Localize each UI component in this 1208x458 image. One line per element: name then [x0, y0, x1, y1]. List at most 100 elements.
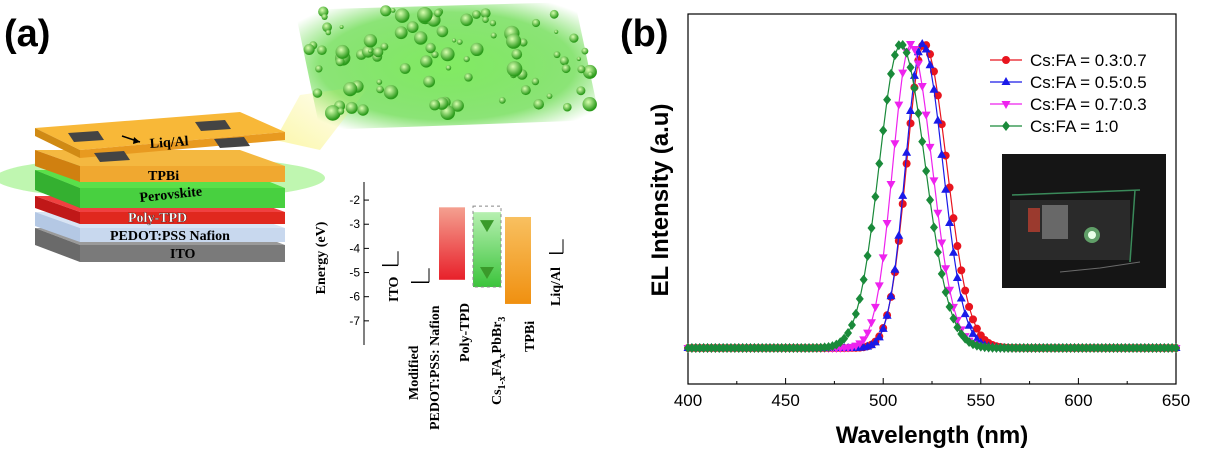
- crystal-particle: [380, 42, 389, 51]
- legend-label: Cs:FA = 0.5:0.5: [1030, 73, 1147, 92]
- x-tick-label: 650: [1162, 391, 1190, 410]
- el-spectrum-chart: 400 450 500 550 600 650 Wavelength (nm) EL In…: [647, 13, 1190, 449]
- legend-label: Cs:FA = 0.7:0.3: [1030, 95, 1147, 114]
- data-point: [1002, 121, 1010, 131]
- crystal-particle: [406, 21, 419, 33]
- data-point: [1001, 101, 1011, 109]
- data-point: [1002, 56, 1010, 64]
- crystal-particle: [335, 57, 345, 67]
- data-point: [898, 69, 908, 78]
- data-point: [840, 333, 849, 344]
- crystal-particle: [380, 5, 392, 17]
- crystal-particle: [456, 39, 463, 45]
- energy-band-outline: [472, 205, 502, 288]
- data-point: [929, 177, 939, 186]
- crystal-particle: [414, 31, 428, 45]
- data-point: [855, 340, 865, 349]
- data-point: [847, 320, 856, 331]
- crystal-particle: [519, 38, 528, 47]
- energy-tick-label: -4: [349, 241, 360, 255]
- data-point: [902, 159, 911, 168]
- crystal-particle: [373, 47, 384, 58]
- layer-label-ito: ITO: [170, 247, 196, 262]
- crystal-particle: [506, 61, 523, 77]
- data-point: [933, 91, 942, 100]
- crystal-particle: [383, 85, 399, 100]
- layer-label-tpbi: TPBi: [148, 169, 179, 184]
- data-point: [906, 106, 916, 115]
- data-point: [929, 67, 938, 76]
- panel-a-label: (a): [4, 13, 50, 55]
- crystal-particle: [470, 42, 484, 57]
- energy-axis-label: Energy (eV): [314, 221, 329, 294]
- data-point: [902, 47, 911, 58]
- crystal-particle: [317, 45, 327, 55]
- data-point: [925, 143, 935, 152]
- data-point: [968, 328, 978, 337]
- crystal-particle: [577, 65, 586, 74]
- crystal-particle: [561, 64, 571, 74]
- crystal-particle: [549, 9, 559, 19]
- crystal-particle: [480, 8, 491, 19]
- data-point: [863, 250, 872, 261]
- energy-band-bar: [439, 207, 465, 280]
- crystal-particle: [546, 93, 553, 99]
- data-point: [887, 68, 896, 79]
- electrode-pad: [195, 120, 231, 131]
- perovskite-crystal-render: [275, 2, 600, 150]
- crystal-particle: [343, 82, 358, 97]
- data-point: [968, 315, 977, 324]
- data-point: [879, 125, 888, 136]
- data-point: [906, 41, 916, 49]
- crystal-particle: [482, 16, 489, 24]
- data-point: [902, 147, 912, 156]
- data-point: [933, 209, 943, 218]
- crystal-particle: [368, 48, 373, 54]
- crystal-particle: [460, 13, 473, 27]
- data-point: [960, 309, 970, 318]
- crystal-particle: [321, 13, 328, 20]
- data-point: [913, 60, 923, 69]
- energy-tick-label: -2: [349, 193, 360, 207]
- data-point: [956, 293, 966, 302]
- data-point: [917, 39, 927, 47]
- crystal-particle: [399, 63, 411, 74]
- energy-band-bar: [505, 216, 531, 304]
- data-point: [961, 286, 970, 295]
- data-point: [866, 340, 876, 349]
- crystal-particle: [362, 45, 375, 58]
- crystal-particle: [345, 101, 358, 114]
- crystal-particle: [420, 55, 433, 68]
- data-point: [941, 184, 951, 193]
- energy-label-csfapbbr: Cs1-xFAxPbBr3: [490, 317, 508, 405]
- data-point: [859, 336, 869, 345]
- data-point: [953, 242, 962, 251]
- x-tick-label: 600: [1064, 391, 1092, 410]
- crystal-particle: [531, 18, 541, 28]
- crystal-particle: [394, 8, 410, 23]
- data-point: [941, 287, 950, 298]
- energy-label-tpbi: TPBi: [523, 321, 538, 352]
- data-point: [886, 181, 896, 190]
- energy-tick-label: -6: [349, 290, 360, 304]
- crystal-particle: [463, 56, 470, 63]
- data-point: [921, 44, 931, 53]
- data-point: [941, 265, 951, 274]
- data-point: [914, 108, 923, 119]
- crystal-particle: [451, 99, 464, 112]
- data-point: [882, 220, 892, 229]
- data-point: [949, 214, 958, 223]
- energy-material-labels: ITO Modified PEDOT:PSS: Nafion Poly-TPD …: [387, 267, 564, 430]
- data-point: [922, 165, 931, 176]
- crystal-particle: [417, 7, 433, 23]
- crystal-particle: [394, 26, 408, 40]
- crystal-particle: [490, 32, 497, 39]
- data-point: [890, 264, 900, 273]
- inset-photo: [1002, 154, 1166, 288]
- data-point: [1172, 343, 1180, 353]
- crystal-particle: [322, 22, 332, 33]
- energy-label-ito: ITO: [387, 276, 402, 302]
- data-point: [909, 45, 919, 54]
- crystal-particle: [429, 99, 441, 111]
